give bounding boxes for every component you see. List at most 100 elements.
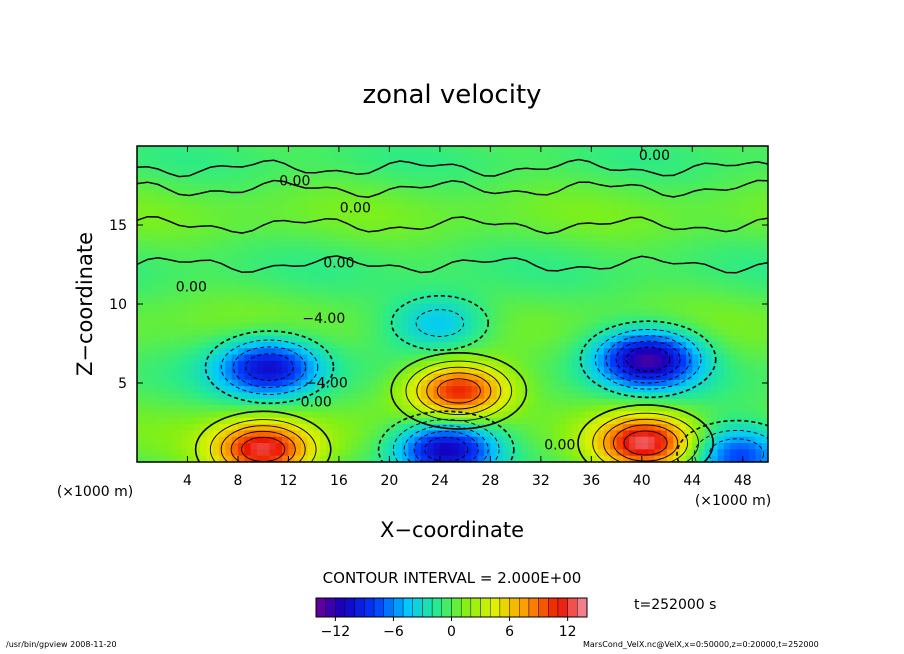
heatmap-cell xyxy=(540,411,548,419)
heatmap-cell xyxy=(534,152,542,160)
heatmap-cell xyxy=(376,443,384,450)
heatmap-cell xyxy=(679,221,687,229)
heatmap-cell xyxy=(685,196,693,204)
heatmap-cell xyxy=(231,221,239,229)
heatmap-cell xyxy=(351,297,359,305)
heatmap-cell xyxy=(704,202,712,210)
heatmap-cell xyxy=(679,367,687,375)
heatmap-cell xyxy=(395,266,403,273)
heatmap-cell xyxy=(622,234,630,242)
heatmap-cell xyxy=(616,329,624,337)
heatmap-cell xyxy=(515,240,523,248)
heatmap-cell xyxy=(225,304,233,311)
heatmap-cell xyxy=(484,278,491,286)
heatmap-cell xyxy=(181,310,189,318)
heatmap-cell xyxy=(622,329,630,337)
heatmap-cell xyxy=(458,335,466,343)
heatmap-cell xyxy=(149,209,157,217)
heatmap-cell xyxy=(237,152,245,160)
heatmap-cell xyxy=(301,329,308,337)
heatmap-cell xyxy=(603,253,611,261)
heatmap-cell xyxy=(439,322,447,330)
heatmap-cell xyxy=(414,285,422,292)
heatmap-cell xyxy=(351,285,359,292)
heatmap-cell xyxy=(319,398,327,406)
heatmap-cell xyxy=(477,341,485,349)
heatmap-cell xyxy=(364,310,372,318)
heatmap-cell xyxy=(521,360,529,368)
heatmap-cell xyxy=(673,215,681,223)
heatmap-cell xyxy=(294,373,302,381)
heatmap-cell xyxy=(660,392,668,400)
heatmap-cell xyxy=(256,322,264,330)
heatmap-cell xyxy=(585,392,592,400)
heatmap-cell xyxy=(288,455,296,462)
heatmap-cell xyxy=(641,221,649,229)
heatmap-cell xyxy=(648,278,656,286)
heatmap-cell xyxy=(326,417,334,425)
heatmap-cell xyxy=(566,443,573,450)
heatmap-cell xyxy=(162,348,170,356)
heatmap-cell xyxy=(597,367,605,375)
heatmap-cell xyxy=(585,152,592,160)
heatmap-cell xyxy=(212,367,220,375)
heatmap-cell xyxy=(225,411,233,419)
heatmap-cell xyxy=(395,291,403,299)
heatmap-cell xyxy=(547,379,555,387)
heatmap-cell xyxy=(566,164,573,172)
heatmap-cell xyxy=(490,392,498,400)
heatmap-cell xyxy=(641,190,649,198)
heatmap-cell xyxy=(711,411,719,419)
heatmap-cell xyxy=(364,152,372,160)
heatmap-cell xyxy=(332,430,340,438)
heatmap-cell xyxy=(692,341,700,349)
heatmap-cell xyxy=(408,322,416,330)
heatmap-cell xyxy=(446,152,454,160)
heatmap-cell xyxy=(389,411,397,419)
heatmap-cell xyxy=(521,430,529,438)
heatmap-cell xyxy=(749,329,756,337)
heatmap-cell xyxy=(509,335,517,343)
heatmap-cell xyxy=(616,430,624,438)
heatmap-cell xyxy=(509,436,517,444)
heatmap-cell xyxy=(679,297,687,305)
heatmap-cell xyxy=(206,285,214,292)
heatmap-cell xyxy=(717,278,725,286)
heatmap-cell xyxy=(288,221,296,229)
heatmap-cell xyxy=(585,177,592,185)
heatmap-cell xyxy=(603,190,611,198)
heatmap-cell xyxy=(193,367,201,375)
heatmap-cell xyxy=(685,158,693,166)
heatmap-cell xyxy=(458,234,466,242)
heatmap-cell xyxy=(307,291,315,299)
heatmap-cell xyxy=(502,367,510,375)
heatmap-cell xyxy=(263,386,271,394)
heatmap-cell xyxy=(345,202,353,210)
heatmap-cell xyxy=(458,379,466,387)
heatmap-cell xyxy=(667,285,674,292)
heatmap-cell xyxy=(742,360,750,368)
heatmap-cell xyxy=(345,367,353,375)
heatmap-cell xyxy=(465,304,473,311)
heatmap-cell xyxy=(155,436,163,444)
heatmap-cell xyxy=(402,386,409,394)
heatmap-cell xyxy=(326,329,334,337)
heatmap-cell xyxy=(496,316,504,324)
heatmap-cell xyxy=(237,430,245,438)
heatmap-cell xyxy=(282,367,290,375)
heatmap-cell xyxy=(622,322,630,330)
heatmap-cell xyxy=(667,443,674,450)
heatmap-cell xyxy=(212,285,220,292)
heatmap-cell xyxy=(749,424,756,431)
heatmap-cell xyxy=(231,164,239,172)
heatmap-cell xyxy=(711,455,719,462)
heatmap-cell xyxy=(591,335,599,343)
heatmap-cell xyxy=(427,190,435,198)
heatmap-cell xyxy=(704,240,712,248)
heatmap-cell xyxy=(439,291,447,299)
heatmap-cell xyxy=(212,221,220,229)
heatmap-cell xyxy=(616,335,624,343)
heatmap-cell xyxy=(603,272,611,280)
heatmap-cell xyxy=(553,196,561,204)
heatmap-cell xyxy=(641,310,649,318)
